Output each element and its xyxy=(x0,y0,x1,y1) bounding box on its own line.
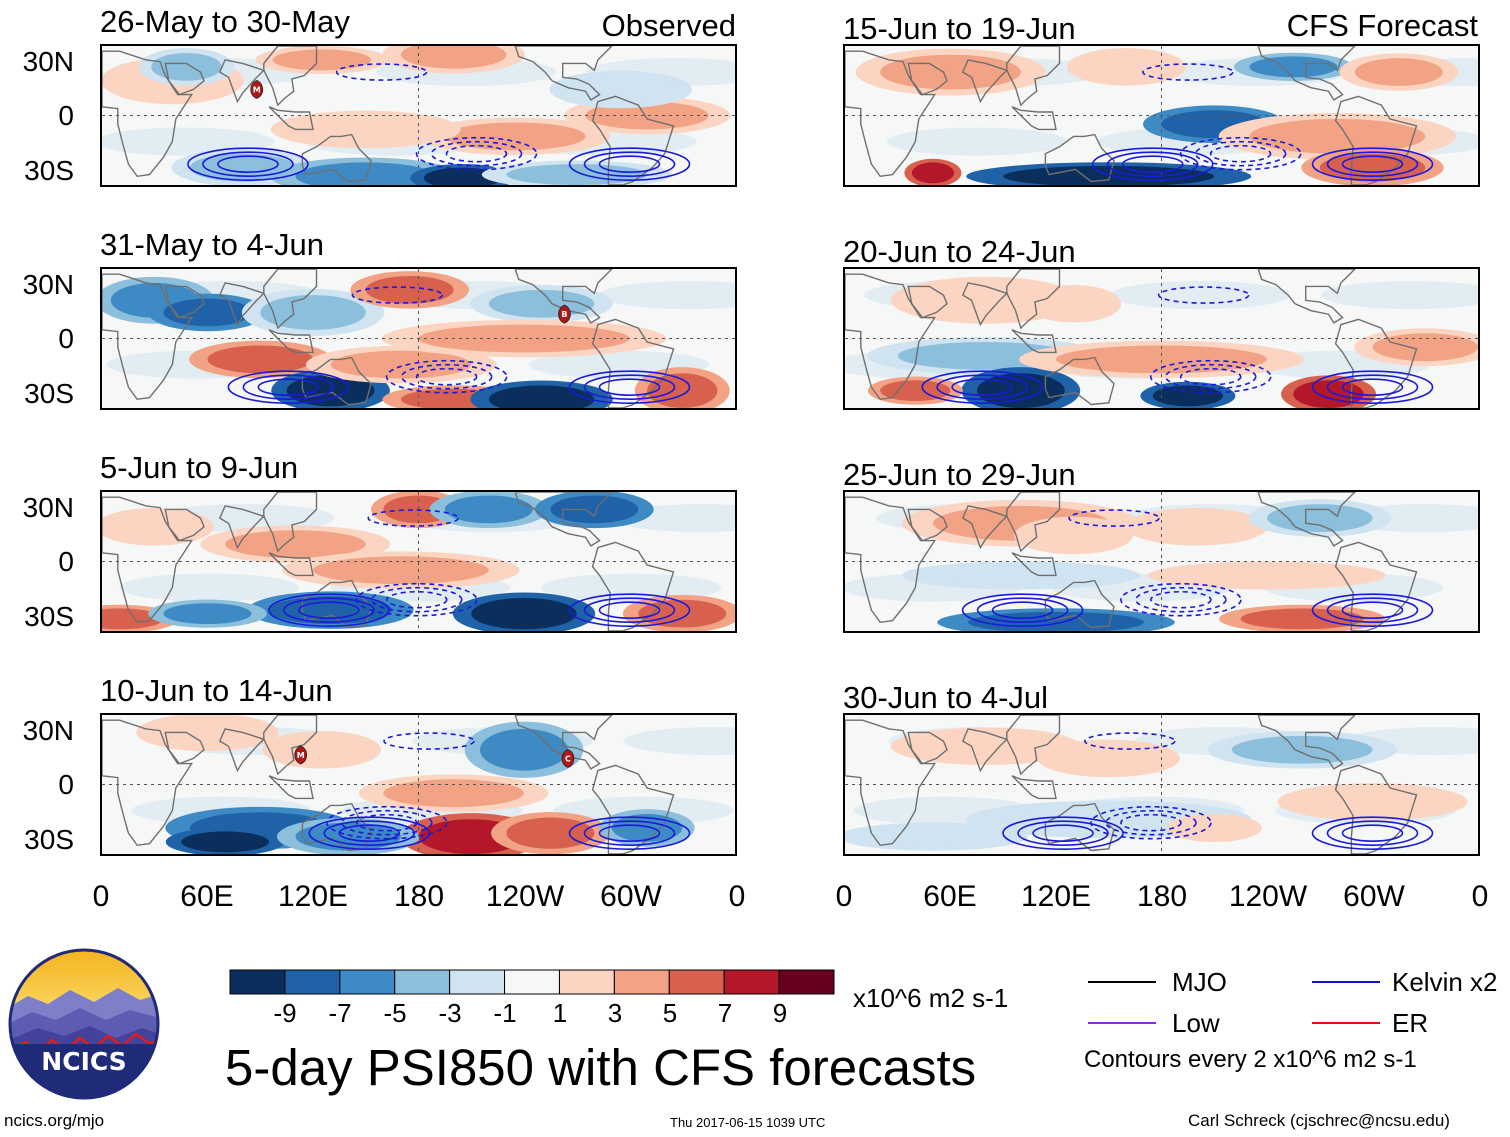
colorbar-tick: 9 xyxy=(772,998,788,1028)
lat-label-30n: 30N xyxy=(22,492,74,523)
lon-label: 60E xyxy=(923,880,977,913)
legend-line-kelvin xyxy=(1312,981,1380,983)
colorbar-tick: -9 xyxy=(273,998,297,1028)
lon-label: 0 xyxy=(835,880,853,913)
colorbar-swatch xyxy=(613,969,670,995)
ncics-logo: NCICS xyxy=(8,948,160,1100)
colorbar-swatch xyxy=(778,969,835,995)
legend-line-er xyxy=(1312,1022,1380,1024)
colorbar-units: x10^6 m2 s-1 xyxy=(853,983,1009,1013)
storm-marker-label: M xyxy=(253,85,261,94)
colorbar-swatch xyxy=(504,969,560,995)
colorbar-tick: -7 xyxy=(328,998,352,1028)
lat-label-30s: 30S xyxy=(24,601,74,632)
storm-marker-label: B xyxy=(561,310,567,319)
map-svg xyxy=(845,492,1478,631)
lon-label: 180 xyxy=(393,880,445,913)
lon-label: 120E xyxy=(1020,880,1092,913)
observed-period-1: 26-May to 30-May xyxy=(100,4,350,39)
lon-label: 0 xyxy=(92,880,110,913)
contour-note: Contours every 2 x10^6 m2 s-1 xyxy=(1084,1046,1417,1073)
colorbar xyxy=(229,969,835,995)
lon-label: 180 xyxy=(1136,880,1188,913)
map-svg xyxy=(845,715,1478,854)
observed-map-panel: M xyxy=(100,44,737,187)
observed-period-3: 5-Jun to 9-Jun xyxy=(100,450,299,485)
colorbar-swatch xyxy=(229,969,286,995)
observed-period-2: 31-May to 4-Jun xyxy=(100,227,324,262)
lon-label: 120E xyxy=(277,880,349,913)
observed-header: Observed xyxy=(601,8,736,43)
footer-url[interactable]: ncics.org/mjo xyxy=(4,1111,105,1130)
forecast-map-panel xyxy=(843,713,1480,856)
forecast-period-3: 25-Jun to 29-Jun xyxy=(843,457,1076,492)
forecast-period-2: 20-Jun to 24-Jun xyxy=(843,234,1076,269)
lon-label: 0 xyxy=(1471,880,1489,913)
lat-label-eq: 0 xyxy=(58,769,74,800)
lon-label: 0 xyxy=(728,880,746,913)
legend-label-low: Low xyxy=(1172,1008,1220,1038)
colorbar-swatch xyxy=(558,969,615,995)
footer-author: Carl Schreck (cjschrec@ncsu.edu) xyxy=(1188,1111,1450,1130)
colorbar-tick: -3 xyxy=(438,998,462,1028)
lat-label-eq: 0 xyxy=(58,100,74,131)
storm-marker: B xyxy=(558,304,571,324)
colorbar-swatch xyxy=(284,969,341,995)
logo-text: NCICS xyxy=(41,1047,126,1076)
forecast-period-1: 15-Jun to 19-Jun xyxy=(843,11,1076,46)
forecast-map-panel xyxy=(843,44,1480,187)
colorbar-tick: -1 xyxy=(493,998,517,1028)
colorbar-tick: 3 xyxy=(607,998,623,1028)
colorbar-swatch xyxy=(668,969,725,995)
observed-period-4: 10-Jun to 14-Jun xyxy=(100,673,333,708)
lon-label: 120W xyxy=(485,880,565,913)
lon-label: 60W xyxy=(1343,880,1405,913)
storm-marker: C xyxy=(561,749,575,768)
colorbar-tick: 1 xyxy=(552,998,568,1028)
storm-marker: M xyxy=(250,80,264,99)
lat-label-eq: 0 xyxy=(58,546,74,577)
colorbar-swatch xyxy=(449,969,506,995)
observed-map-panel xyxy=(100,490,737,633)
forecast-header: CFS Forecast xyxy=(1286,8,1478,43)
map-svg: B xyxy=(102,269,735,408)
lon-label: 60W xyxy=(600,880,662,913)
page-title: 5-day PSI850 with CFS forecasts xyxy=(225,1039,977,1096)
colorbar-swatch xyxy=(339,969,396,995)
lat-label-eq: 0 xyxy=(58,323,74,354)
legend-label-kelvin: Kelvin x2 xyxy=(1392,967,1498,997)
lat-label-30s: 30S xyxy=(24,378,74,409)
colorbar-tick: 5 xyxy=(662,998,678,1028)
lat-label-30s: 30S xyxy=(24,824,74,855)
footer-timestamp: Thu 2017-06-15 1039 UTC xyxy=(670,1115,826,1130)
legend-line-mjo xyxy=(1088,981,1156,983)
legend-label-er: ER xyxy=(1392,1008,1429,1038)
lat-label-30n: 30N xyxy=(22,269,74,300)
map-svg xyxy=(845,46,1478,185)
observed-map-panel: B xyxy=(100,267,737,410)
lat-label-30n: 30N xyxy=(22,46,74,77)
forecast-map-panel xyxy=(843,267,1480,410)
map-svg: M xyxy=(102,46,735,185)
colorbar-swatch xyxy=(394,969,451,995)
storm-marker-label: M xyxy=(297,751,305,760)
legend-line-low xyxy=(1088,1022,1156,1024)
legend-label-mjo: MJO xyxy=(1172,967,1227,997)
map-svg xyxy=(102,492,735,631)
lat-label-30s: 30S xyxy=(24,155,74,186)
colorbar-tick: 7 xyxy=(717,998,733,1028)
map-svg xyxy=(845,269,1478,408)
colorbar-swatch xyxy=(723,969,780,995)
lon-label: 60E xyxy=(180,880,234,913)
storm-marker: M xyxy=(294,745,308,765)
forecast-period-4: 30-Jun to 4-Jul xyxy=(843,680,1049,715)
lat-label-30n: 30N xyxy=(22,715,74,746)
forecast-map-panel xyxy=(843,490,1480,633)
storm-marker-label: C xyxy=(565,754,571,763)
lon-label: 120W xyxy=(1228,880,1308,913)
colorbar-tick: -5 xyxy=(383,998,407,1028)
